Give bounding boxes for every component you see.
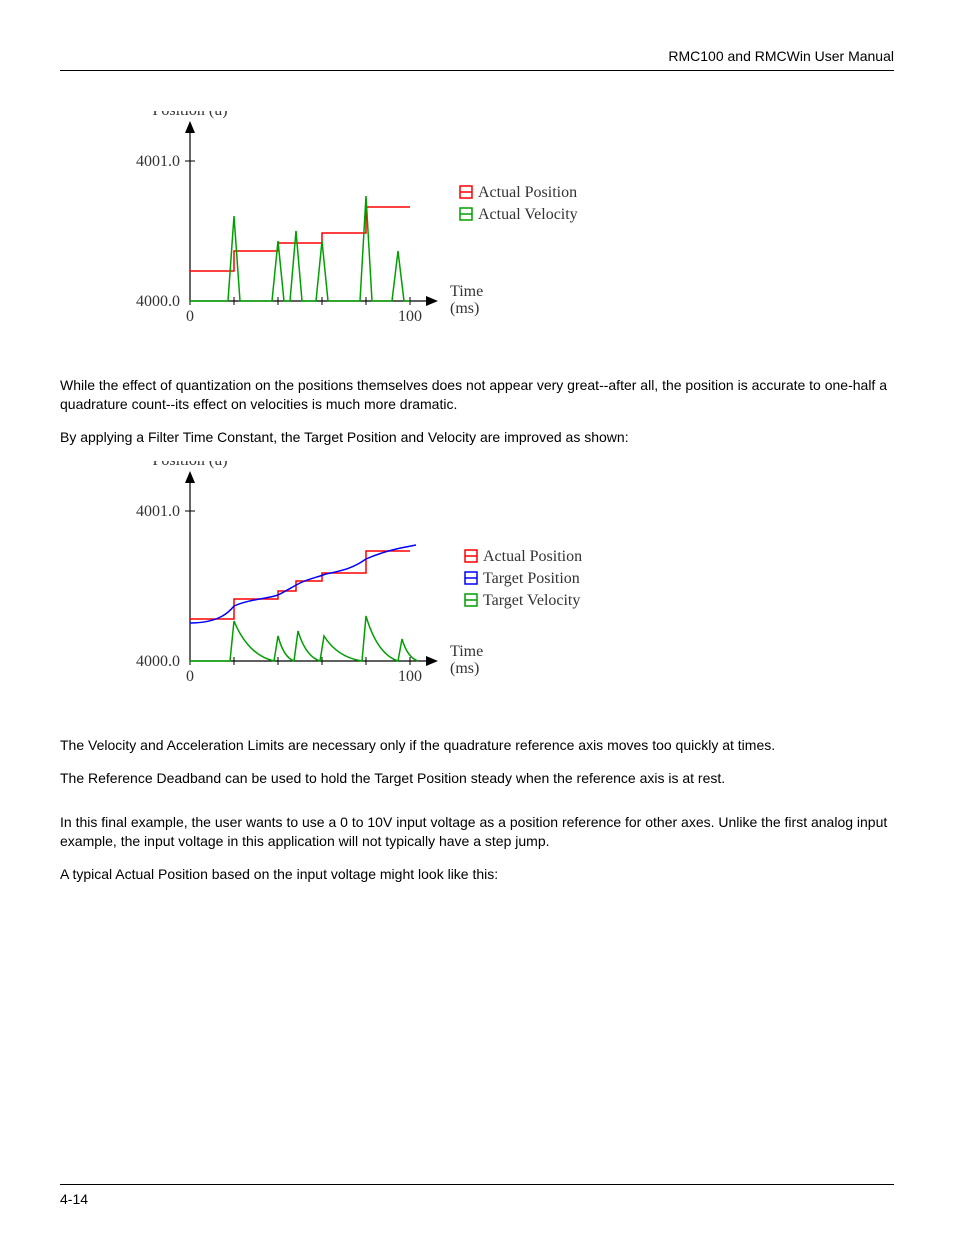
chart-quantization: 4001.0 4000.0 0 100 Position (u) Time(ms) Actu… [130,111,894,354]
para-final-example: In this final example, the user wants to… [60,813,894,851]
manual-title: RMC100 and RMCWin User Manual [668,48,894,64]
svg-text:Actual Velocity: Actual Velocity [478,206,578,223]
chart1-svg: 4001.0 4000.0 0 100 Position (u) Time(ms) Actu… [130,111,610,351]
svg-text:Target Velocity: Target Velocity [483,592,580,609]
svg-text:Time: Time [450,643,483,660]
svg-text:(ms): (ms) [450,660,479,677]
svg-text:4000.0: 4000.0 [136,653,180,670]
svg-text:100: 100 [398,308,422,325]
svg-text:Time: Time [450,283,483,300]
svg-text:Position (u): Position (u) [152,111,227,119]
svg-text:4001.0: 4001.0 [136,503,180,520]
chart-filtered: 4001.0 4000.0 0 100 Position (u) Time(ms) Actu… [130,461,894,714]
svg-text:0: 0 [186,308,194,325]
para-reference-deadband: The Reference Deadband can be used to ho… [60,769,894,788]
svg-text:Actual Position: Actual Position [483,548,582,565]
svg-text:Target Position: Target Position [483,570,580,587]
svg-text:100: 100 [398,668,422,685]
svg-text:Actual Position: Actual Position [478,184,577,201]
para-filter-applied: By applying a Filter Time Constant, the … [60,428,894,447]
para-typical-actual: A typical Actual Position based on the i… [60,865,894,884]
page-number: 4-14 [60,1191,88,1207]
svg-text:Position (u): Position (u) [152,461,227,469]
svg-text:4000.0: 4000.0 [136,293,180,310]
para-quantization-effect: While the effect of quantization on the … [60,376,894,414]
svg-text:(ms): (ms) [450,300,479,317]
page-header: RMC100 and RMCWin User Manual [60,48,894,71]
svg-text:0: 0 [186,668,194,685]
chart2-svg: 4001.0 4000.0 0 100 Position (u) Time(ms) Actu… [130,461,610,711]
para-velocity-limits: The Velocity and Acceleration Limits are… [60,736,894,755]
page-footer: 4-14 [60,1184,894,1207]
svg-text:4001.0: 4001.0 [136,153,180,170]
